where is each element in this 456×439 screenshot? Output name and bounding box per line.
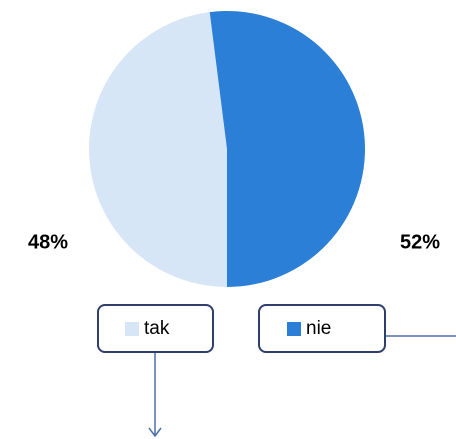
legend-swatch xyxy=(125,322,139,336)
legend-swatch xyxy=(287,322,301,336)
pie-slice xyxy=(209,11,365,287)
data-label: 48% xyxy=(28,231,68,253)
pie-slice xyxy=(88,12,227,288)
legend-box xyxy=(97,304,214,353)
legend-label: nie xyxy=(306,318,331,339)
data-label: 52% xyxy=(400,231,440,253)
legend-label: tak xyxy=(144,318,170,339)
arrow-head xyxy=(148,427,162,438)
legend-box xyxy=(258,304,386,353)
